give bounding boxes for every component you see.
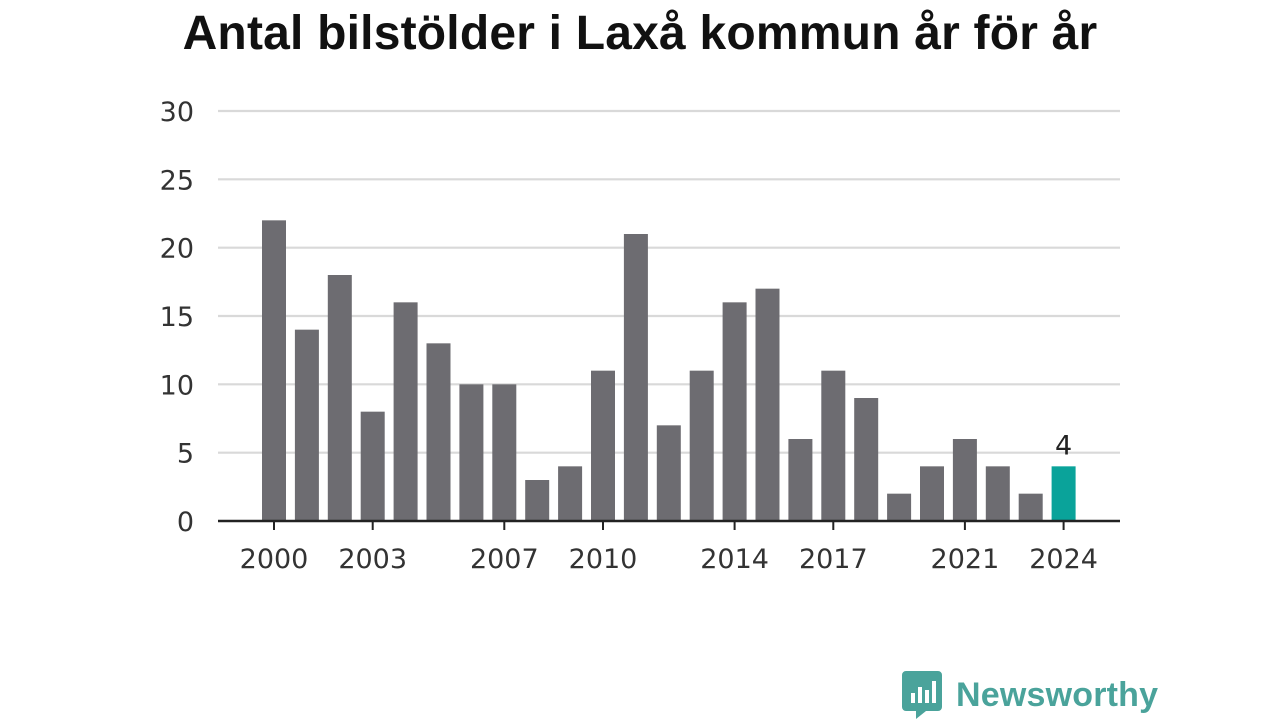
bar-2006 xyxy=(459,384,484,521)
bar-2010 xyxy=(591,370,615,521)
newsworthy-logo-icon xyxy=(902,671,942,719)
y-tick-label: 20 xyxy=(160,234,194,265)
y-tick-label: 15 xyxy=(160,302,194,333)
y-tick-label: 0 xyxy=(177,507,194,538)
bar-2000 xyxy=(262,220,286,522)
bar-2017 xyxy=(821,370,846,521)
chart-title: Antal bilstölder i Laxå kommun år för år xyxy=(182,7,1098,60)
data-label-2024: 4 xyxy=(1055,430,1072,461)
bar-2001 xyxy=(294,329,319,521)
bar-2019 xyxy=(887,493,912,521)
bar-2005 xyxy=(426,343,451,521)
bar-2009 xyxy=(558,466,583,521)
bar-2004 xyxy=(393,302,418,521)
bars xyxy=(262,220,1076,522)
x-tick-label: 2014 xyxy=(700,544,769,575)
bar-2007 xyxy=(492,384,517,521)
x-tick-label: 2024 xyxy=(1029,544,1098,575)
bar-2012 xyxy=(656,425,681,521)
newsworthy-logo: Newsworthy xyxy=(902,670,1158,720)
gridlines xyxy=(218,109,1120,454)
x-tick-label: 2003 xyxy=(338,544,407,575)
bar-2015 xyxy=(755,288,780,521)
y-tick-label: 30 xyxy=(160,97,194,128)
bar-2016 xyxy=(788,439,813,521)
bar-2003 xyxy=(360,411,385,521)
bar-2013 xyxy=(689,370,714,521)
y-tick-label: 25 xyxy=(160,165,194,196)
bar-2002 xyxy=(327,275,352,521)
bar-2008 xyxy=(525,480,550,521)
x-axis-ticks: 2000 2003 2007 2010 2014 2017 2021 2024 xyxy=(240,521,1098,575)
y-tick-label: 10 xyxy=(160,370,194,401)
bar-2021 xyxy=(952,439,977,521)
bar-2022 xyxy=(985,466,1010,521)
bar-2024 xyxy=(1051,466,1076,521)
x-tick-label: 2010 xyxy=(569,544,638,575)
x-tick-label: 2000 xyxy=(240,544,309,575)
bar-2018 xyxy=(854,398,879,521)
bar-2014 xyxy=(722,302,747,521)
y-tick-label: 5 xyxy=(177,439,194,470)
x-tick-label: 2007 xyxy=(470,544,539,575)
bar-2023 xyxy=(1018,493,1043,521)
x-tick-label: 2021 xyxy=(931,544,1000,575)
bar-2011 xyxy=(623,234,648,521)
newsworthy-logo-text: Newsworthy xyxy=(956,675,1159,714)
data-labels: 4 xyxy=(1055,430,1072,461)
y-axis-ticks: 0 5 10 15 20 25 30 xyxy=(160,97,194,538)
x-tick-label: 2017 xyxy=(799,544,868,575)
bar-2020 xyxy=(920,466,944,521)
